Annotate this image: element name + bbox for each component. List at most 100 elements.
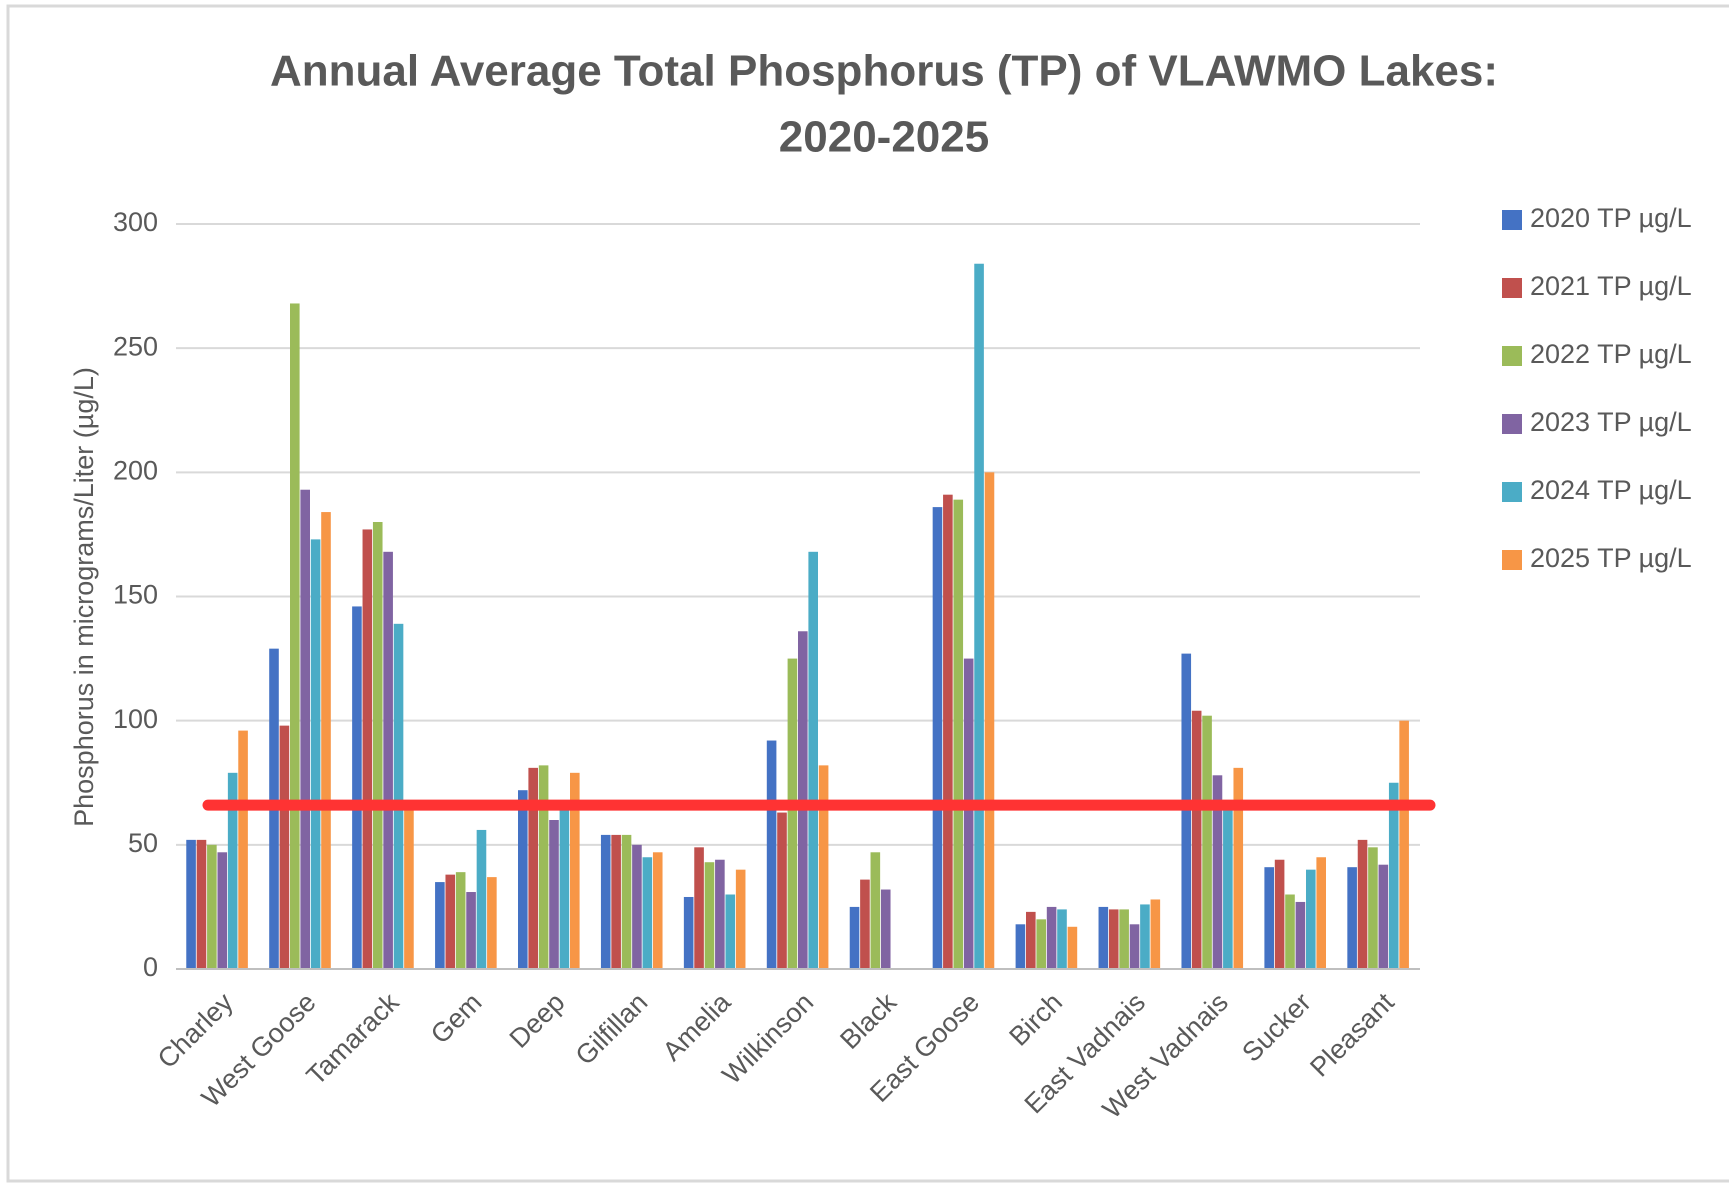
bar xyxy=(600,834,611,969)
bar xyxy=(1057,909,1067,969)
x-tick-label: Sucker xyxy=(1236,987,1317,1068)
bar xyxy=(787,658,798,969)
chart-subtitle: 2020-2025 xyxy=(779,113,989,162)
bar xyxy=(1108,909,1119,969)
bar xyxy=(777,812,787,969)
legend-label: 2020 TP µg/L xyxy=(1530,203,1692,233)
x-tick-label: Birch xyxy=(1003,987,1068,1052)
bar xyxy=(735,869,746,969)
bar xyxy=(1036,919,1046,969)
bar xyxy=(953,499,964,969)
bar xyxy=(984,472,995,969)
bar xyxy=(1285,894,1295,969)
bar xyxy=(238,730,248,969)
bar xyxy=(1357,839,1368,969)
legend-swatch xyxy=(1502,550,1522,570)
bar xyxy=(1212,775,1223,969)
bar xyxy=(404,807,414,969)
legend-swatch xyxy=(1502,346,1522,366)
bar xyxy=(1368,847,1378,969)
legend-label: 2021 TP µg/L xyxy=(1530,271,1692,301)
bar xyxy=(694,847,704,969)
x-tick-label: Tamarack xyxy=(301,987,405,1091)
bar xyxy=(818,765,829,969)
bar xyxy=(352,606,362,969)
bar xyxy=(642,857,653,969)
y-tick-label: 50 xyxy=(128,828,158,858)
bar xyxy=(487,877,497,969)
bar xyxy=(1140,904,1150,969)
bar xyxy=(217,852,228,969)
bar xyxy=(808,551,818,969)
legend-swatch xyxy=(1502,210,1522,230)
bar xyxy=(372,522,383,969)
bar xyxy=(455,872,466,969)
x-tick-label: Amelia xyxy=(657,986,737,1066)
bar xyxy=(570,772,580,969)
bar xyxy=(445,874,456,969)
bar xyxy=(870,852,881,969)
bar xyxy=(766,740,777,969)
bar xyxy=(1026,911,1036,969)
x-tick-label: Pleasant xyxy=(1304,987,1400,1083)
y-tick-label: 100 xyxy=(113,704,158,734)
chart-title: Annual Average Total Phosphorus (TP) of … xyxy=(270,47,1498,96)
bar xyxy=(300,489,310,969)
legend-swatch xyxy=(1502,414,1522,434)
bar xyxy=(1015,924,1026,969)
bar xyxy=(963,658,974,969)
bar xyxy=(1181,653,1192,969)
legend-swatch xyxy=(1502,482,1522,502)
bar xyxy=(1129,924,1140,969)
legend-label: 2023 TP µg/L xyxy=(1530,407,1692,437)
bar xyxy=(943,494,953,969)
bar xyxy=(435,882,445,969)
bar xyxy=(1274,859,1285,969)
bar xyxy=(393,623,404,969)
chart-frame xyxy=(6,4,1729,1183)
y-tick-label: 250 xyxy=(113,331,158,361)
bar xyxy=(1046,906,1057,969)
bar xyxy=(538,765,549,969)
bar xyxy=(632,844,642,969)
bar xyxy=(476,829,487,969)
bar xyxy=(1233,767,1244,969)
bar xyxy=(652,852,663,969)
bar xyxy=(974,263,984,969)
bar xyxy=(725,894,736,969)
bar xyxy=(383,551,393,969)
bar xyxy=(1150,899,1161,969)
bar xyxy=(310,539,321,969)
bar xyxy=(559,807,570,969)
bar xyxy=(1388,782,1399,969)
bar xyxy=(704,862,715,969)
bar xyxy=(1295,901,1306,969)
bar xyxy=(1316,857,1326,969)
bar xyxy=(715,859,725,969)
bar xyxy=(860,879,870,969)
bar xyxy=(611,834,621,969)
bar xyxy=(621,834,632,969)
legend-label: 2025 TP µg/L xyxy=(1530,543,1692,573)
bar xyxy=(362,529,373,969)
bar xyxy=(1098,906,1109,969)
bar xyxy=(186,839,196,969)
x-tick-label: Wilkinson xyxy=(716,987,819,1090)
bar xyxy=(321,512,331,969)
y-tick-label: 200 xyxy=(113,455,158,485)
legend-label: 2022 TP µg/L xyxy=(1530,339,1692,369)
x-tick-label: Deep xyxy=(504,987,571,1054)
x-tick-label: Black xyxy=(834,987,902,1055)
bar xyxy=(290,303,300,969)
y-tick-label: 0 xyxy=(143,952,158,982)
bar xyxy=(1378,864,1389,969)
bar xyxy=(279,725,290,969)
bar xyxy=(1399,720,1409,969)
bar xyxy=(528,767,538,969)
x-tick-label: Gilfillan xyxy=(570,987,654,1071)
bar xyxy=(1119,909,1129,969)
bar xyxy=(207,844,217,969)
bar xyxy=(518,790,528,969)
bar xyxy=(227,772,238,969)
